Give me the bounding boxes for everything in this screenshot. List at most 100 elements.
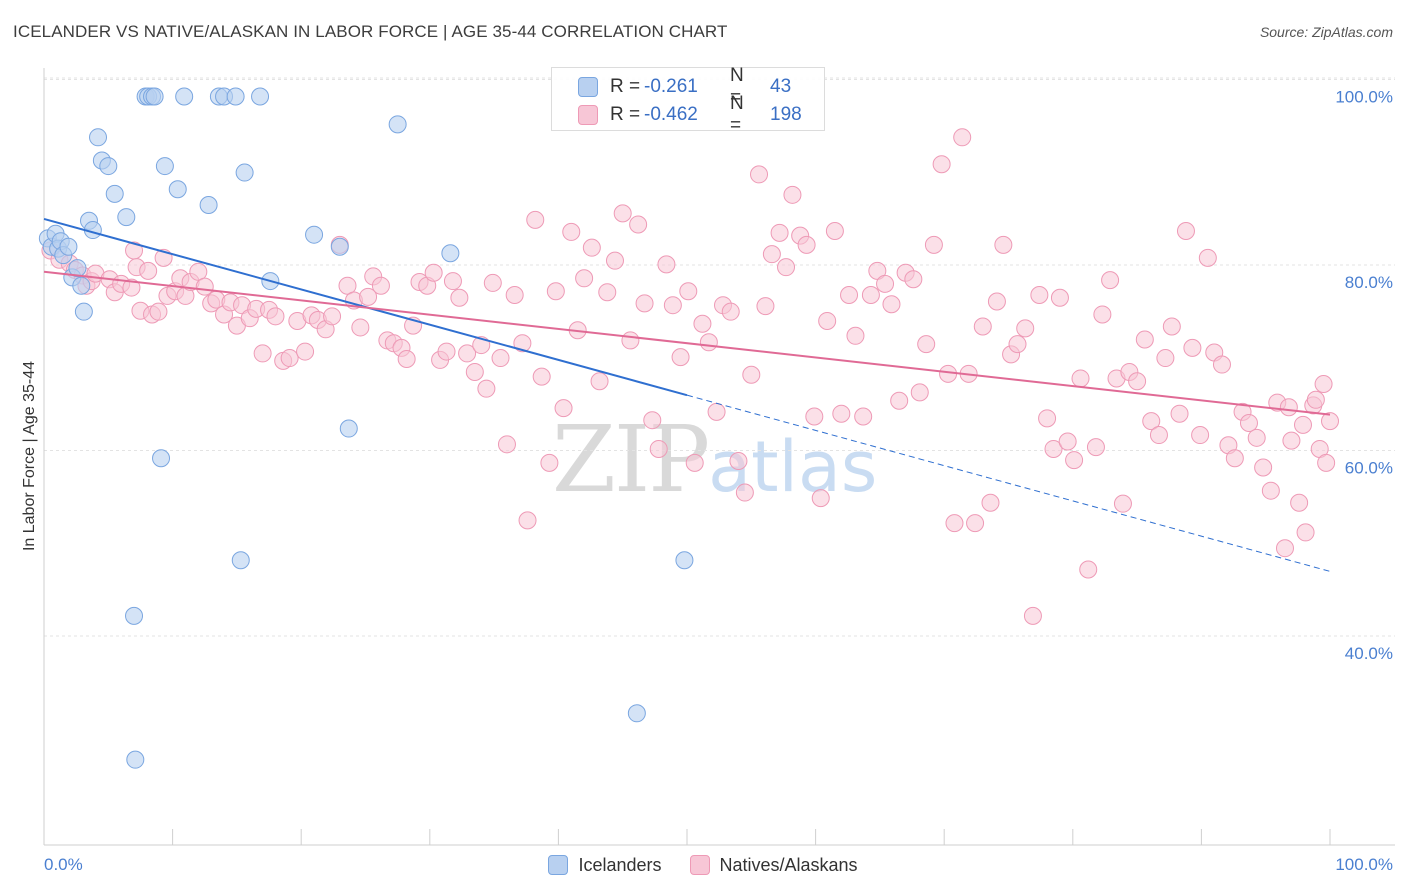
- natives-point: [575, 269, 594, 288]
- natives-point: [546, 282, 565, 301]
- icelanders-point: [388, 115, 407, 134]
- natives-point: [1239, 413, 1258, 432]
- natives-point: [811, 489, 830, 508]
- r-value: -0.261: [644, 76, 698, 97]
- icelanders-point: [675, 551, 694, 570]
- natives-trend: [43, 270, 1331, 416]
- natives-point: [562, 222, 581, 241]
- natives-point: [371, 276, 390, 295]
- natives-point: [1128, 372, 1147, 391]
- icelanders-point: [339, 419, 358, 438]
- n-value: 43: [770, 76, 792, 97]
- natives-point: [1058, 432, 1077, 451]
- natives-point: [1170, 404, 1189, 423]
- natives-point: [1016, 319, 1035, 338]
- natives-point: [770, 223, 789, 242]
- natives-point: [491, 349, 510, 368]
- natives-point: [532, 367, 551, 386]
- natives-point: [437, 342, 456, 361]
- tick-labels: 40.0% 60.0% 80.0% 100.0% 0.0% 100.0%: [44, 88, 1393, 875]
- natives-point: [338, 276, 357, 295]
- natives-point: [195, 277, 214, 296]
- icelanders-point: [68, 259, 87, 278]
- natives-legend-swatch: [689, 855, 710, 875]
- n-value: 198: [770, 104, 802, 125]
- natives-point: [890, 391, 909, 410]
- natives-point: [1093, 305, 1112, 324]
- natives-point: [818, 311, 837, 330]
- natives-point: [266, 307, 285, 326]
- natives-point: [443, 272, 462, 291]
- natives-point: [861, 285, 880, 304]
- natives-point: [882, 295, 901, 314]
- legend-item-icelanders[interactable]: Icelanders: [548, 855, 662, 876]
- natives-point: [1079, 560, 1098, 579]
- icelanders-point: [175, 87, 194, 106]
- natives-point: [554, 399, 573, 418]
- y-tick-label-40: 40.0%: [1345, 644, 1393, 663]
- natives-point: [1282, 431, 1301, 450]
- natives-point: [1023, 606, 1042, 625]
- natives-point: [854, 407, 873, 426]
- natives-point: [707, 402, 726, 421]
- natives-point: [540, 453, 559, 472]
- natives-point: [994, 235, 1013, 254]
- icelanders-point: [235, 163, 254, 182]
- natives-point: [1290, 493, 1309, 512]
- natives-point: [280, 349, 299, 368]
- natives-point: [685, 453, 704, 472]
- natives-point: [621, 331, 640, 350]
- natives-point: [1183, 338, 1202, 357]
- natives-point: [513, 334, 532, 353]
- watermark: ZIPatlas: [552, 406, 877, 513]
- natives-point: [629, 215, 648, 234]
- natives-point: [590, 372, 609, 391]
- stats-box: R = -0.261 N = 43 R = -0.462 N = 198: [551, 65, 825, 136]
- icelanders-trend-dashed: [686, 394, 1331, 572]
- natives-point: [729, 452, 748, 471]
- natives-point: [518, 511, 537, 530]
- natives-point: [605, 251, 624, 270]
- icelanders-point: [226, 87, 245, 106]
- natives-point: [424, 263, 443, 282]
- natives-point: [783, 185, 802, 204]
- r-label: R =: [610, 104, 641, 125]
- natives-point: [149, 302, 168, 321]
- natives-point: [693, 314, 712, 333]
- natives-point: [671, 348, 690, 367]
- watermark-zip: ZIP: [552, 406, 710, 513]
- icelanders-point: [231, 551, 250, 570]
- natives-point: [1317, 453, 1336, 472]
- natives-point: [924, 235, 943, 254]
- natives-point: [945, 514, 964, 533]
- icelanders-point: [627, 704, 646, 723]
- natives-point: [846, 326, 865, 345]
- n-label: N =: [730, 65, 744, 108]
- chart-title: ICELANDER VS NATIVE/ALASKAN IN LABOR FOR…: [13, 22, 728, 41]
- natives-point: [1247, 428, 1266, 447]
- natives-point: [1044, 439, 1063, 458]
- natives-swatch: [578, 105, 598, 125]
- y-tick-label-80: 80.0%: [1345, 273, 1393, 292]
- natives-point: [797, 235, 816, 254]
- natives-point: [904, 270, 923, 289]
- natives-point: [643, 411, 662, 430]
- natives-point: [966, 514, 985, 533]
- natives-point: [526, 210, 545, 229]
- icelanders-point: [74, 302, 93, 321]
- natives-point: [483, 273, 502, 292]
- natives-point: [987, 292, 1006, 311]
- icelanders-point: [59, 237, 78, 256]
- natives-point: [1306, 390, 1325, 409]
- legend-item-natives[interactable]: Natives/Alaskans: [689, 855, 858, 876]
- icelanders-legend-swatch: [548, 855, 569, 875]
- natives-point: [1314, 375, 1333, 394]
- natives-point: [1275, 539, 1294, 558]
- natives-point: [1198, 248, 1217, 267]
- natives-point: [840, 285, 859, 304]
- natives-point: [323, 307, 342, 326]
- icelanders-point: [72, 276, 91, 295]
- icelanders-point: [145, 87, 164, 106]
- source-credit: Source: ZipAtlas.com: [1259, 24, 1393, 40]
- natives-point: [253, 344, 272, 363]
